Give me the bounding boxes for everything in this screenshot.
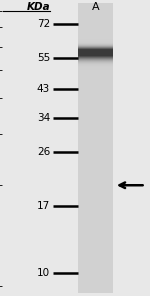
- Text: 55: 55: [37, 53, 50, 63]
- Text: KDa: KDa: [26, 2, 50, 12]
- Text: 10: 10: [37, 268, 50, 278]
- Text: 43: 43: [37, 84, 50, 94]
- Text: 72: 72: [37, 19, 50, 29]
- Text: 17: 17: [37, 201, 50, 211]
- Text: 34: 34: [37, 113, 50, 123]
- Text: A: A: [92, 2, 99, 12]
- Text: 26: 26: [37, 147, 50, 157]
